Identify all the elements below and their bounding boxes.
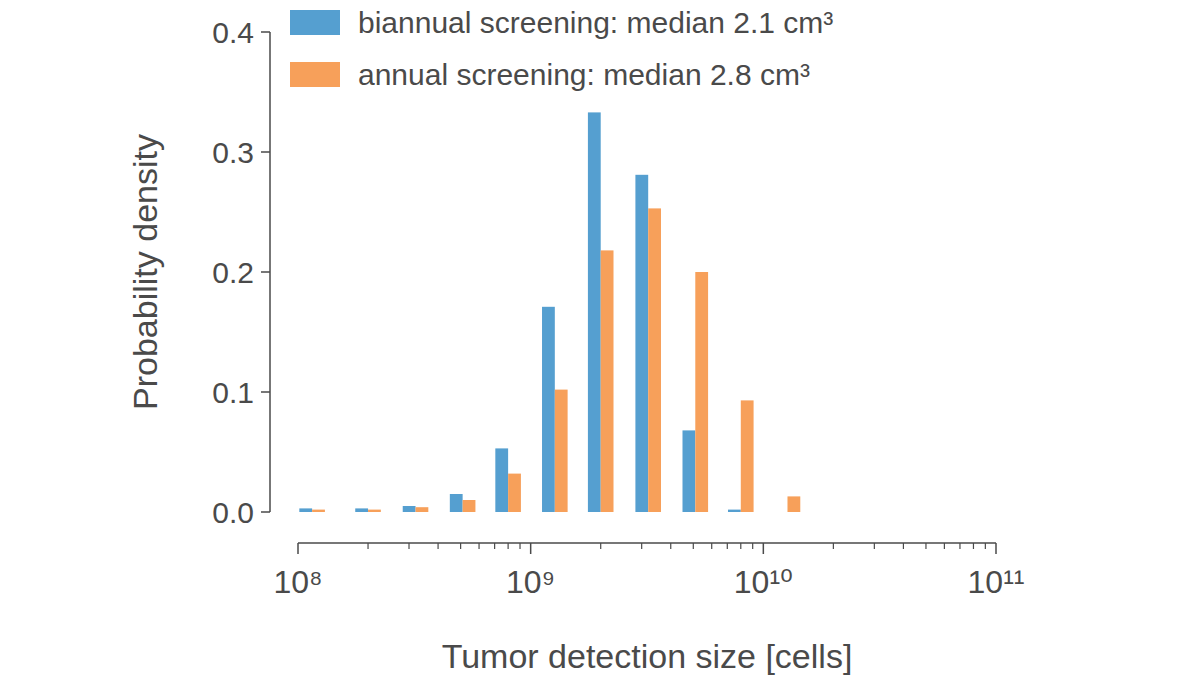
x-tick-label: 10¹⁰ xyxy=(734,564,793,600)
bar xyxy=(355,508,368,512)
bar xyxy=(555,390,568,512)
x-minor-tick xyxy=(944,543,945,549)
bar xyxy=(601,250,614,512)
bar xyxy=(728,510,741,512)
x-tick xyxy=(530,543,532,554)
legend-label: annual screening: median 2.8 cm³ xyxy=(358,58,810,91)
bar xyxy=(787,496,800,512)
legend-swatch xyxy=(290,62,340,87)
legend-label: biannual screening: median 2.1 cm³ xyxy=(358,6,833,39)
bar xyxy=(450,494,463,512)
bar xyxy=(403,506,416,512)
x-tick-label: 10¹¹ xyxy=(968,564,1025,600)
x-minor-tick xyxy=(903,543,904,549)
x-tick xyxy=(297,543,299,554)
y-axis-label: Probability density xyxy=(126,134,164,410)
x-minor-tick xyxy=(408,543,409,549)
bar xyxy=(299,508,312,512)
bar xyxy=(635,175,648,512)
bar xyxy=(741,400,754,512)
bar xyxy=(775,512,788,513)
x-tick-label: 10⁹ xyxy=(506,564,555,600)
x-minor-tick xyxy=(727,543,728,549)
bar xyxy=(495,448,508,512)
x-minor-tick xyxy=(959,543,960,549)
x-minor-tick xyxy=(973,543,974,549)
x-minor-tick xyxy=(985,543,986,549)
bar xyxy=(648,208,661,512)
x-minor-tick xyxy=(641,543,642,549)
bars xyxy=(299,112,800,512)
x-minor-tick xyxy=(508,543,509,549)
y-tick xyxy=(261,151,270,153)
x-tick-label: 10⁸ xyxy=(273,564,322,600)
y-tick-label: 0.1 xyxy=(212,376,254,409)
y-tick-label: 0.2 xyxy=(212,256,254,289)
bar xyxy=(508,474,521,512)
x-tick xyxy=(995,543,997,554)
bar xyxy=(588,112,601,512)
x-minor-tick xyxy=(494,543,495,549)
y-tick xyxy=(261,511,270,513)
bar xyxy=(695,272,708,512)
y-tick xyxy=(261,31,270,33)
x-minor-tick xyxy=(711,543,712,549)
x-minor-tick xyxy=(478,543,479,549)
bar xyxy=(368,510,381,512)
x-minor-tick xyxy=(600,543,601,549)
bar xyxy=(542,307,555,512)
bar xyxy=(682,430,695,512)
x-minor-tick xyxy=(460,543,461,549)
bar xyxy=(312,510,325,512)
legend-swatch xyxy=(290,10,340,35)
y-tick-label: 0.3 xyxy=(212,136,254,169)
bar xyxy=(416,507,429,512)
bar xyxy=(463,500,476,512)
x-minor-tick xyxy=(693,543,694,549)
x-minor-tick xyxy=(367,543,368,549)
x-minor-tick xyxy=(874,543,875,549)
x-minor-tick xyxy=(925,543,926,549)
x-axis-line xyxy=(298,542,996,544)
x-minor-tick xyxy=(752,543,753,549)
x-axis-label: Tumor detection size [cells] xyxy=(442,637,853,675)
x-minor-tick xyxy=(833,543,834,549)
y-tick xyxy=(261,391,270,393)
y-tick xyxy=(261,271,270,273)
x-minor-tick xyxy=(519,543,520,549)
chart: 0.0 0.1 0.2 0.3 0.4 Probability density 10⁸ 10⁹… xyxy=(0,0,1200,684)
legend: biannual screening: median 2.1 cm³ annual… xyxy=(290,6,833,91)
x-minor-tick xyxy=(740,543,741,549)
y-tick-label: 0.0 xyxy=(212,496,254,529)
x-tick xyxy=(763,543,765,554)
x-minor-tick xyxy=(437,543,438,549)
y-tick-label: 0.4 xyxy=(212,16,254,49)
x-minor-tick xyxy=(670,543,671,549)
